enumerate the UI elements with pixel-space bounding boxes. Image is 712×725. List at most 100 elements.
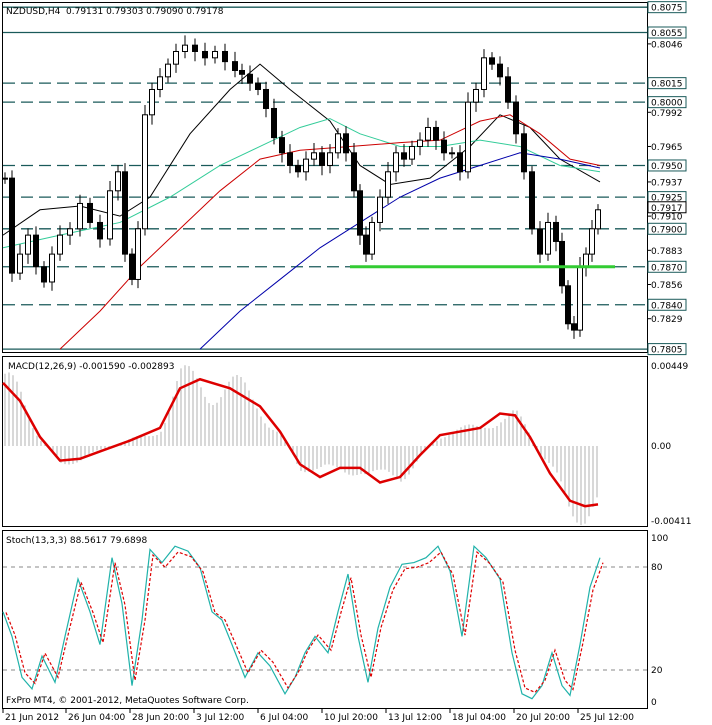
candle-body: [135, 228, 141, 280]
candle-body: [529, 171, 535, 230]
candle-body: [589, 228, 595, 255]
time-label: 26 Jun 04:00: [68, 713, 125, 723]
price-label: 0.8000: [651, 99, 683, 109]
candle-body: [409, 145, 415, 160]
price-label-box: [647, 77, 687, 90]
candle-body: [149, 88, 155, 116]
candle-body: [577, 266, 583, 331]
candle-body: [263, 88, 269, 109]
candle-body: [122, 171, 128, 255]
candle-body: [417, 139, 423, 147]
candle-body: [595, 209, 601, 230]
candle-body: [87, 202, 93, 223]
time-label: 6 Jul 04:00: [260, 713, 309, 723]
candle-body: [77, 202, 83, 230]
ma-red-line: [59, 114, 601, 350]
candle-body: [311, 152, 317, 160]
candle-body: [583, 253, 589, 268]
candle-body: [481, 57, 487, 90]
price-label: 0.8046: [651, 40, 683, 50]
candle-body: [489, 57, 495, 65]
ohlc-readout: 0.79131 0.79303 0.79090 0.79178: [66, 7, 224, 17]
price-label-box: [647, 96, 687, 109]
candle-body: [17, 253, 23, 274]
macd-signal-line: [2, 377, 599, 508]
price-label: 0.8055: [651, 29, 683, 39]
price-label: 0.7840: [651, 301, 683, 311]
stoch-pane[interactable]: [2, 530, 648, 709]
time-axis: 21 Jun 2012 26 Jun 04:00 28 Jun 20:00 3 Jul…: [2, 709, 634, 723]
candle-body: [239, 69, 245, 75]
price-label: 0.7829: [651, 315, 683, 325]
ma-blue-line: [199, 152, 601, 350]
candle-body: [401, 152, 407, 160]
price-label-box: [647, 260, 687, 273]
stoch-axis-80: 80: [651, 563, 663, 573]
candle-body: [465, 101, 471, 173]
macd-label: MACD(12,26,9) -0.001590 -0.002893: [8, 362, 174, 372]
candle-body: [473, 88, 479, 103]
price-label: 0.8075: [651, 4, 683, 14]
candle-body: [327, 152, 333, 166]
price-pane[interactable]: [2, 2, 648, 353]
price-label: 0.7856: [651, 281, 683, 291]
price-label: 0.7883: [651, 247, 683, 257]
candle-body: [41, 266, 47, 283]
candle-body: [449, 152, 455, 155]
candle-body: [545, 221, 551, 255]
price-level-lines: [3, 6, 647, 350]
stoch-axis-20: 20: [651, 666, 663, 676]
candle-body: [343, 133, 349, 154]
price-label: 0.7900: [651, 225, 683, 235]
time-label: 18 Jul 04:00: [452, 713, 506, 723]
candle-body: [182, 44, 188, 52]
candle-body: [67, 228, 73, 236]
price-label: 0.7910: [651, 213, 683, 223]
price-label: 0.7925: [651, 194, 683, 204]
candle-body: [165, 63, 171, 78]
candle-body: [319, 152, 325, 166]
candle-body: [559, 240, 565, 287]
candle-body: [192, 44, 198, 52]
candle-body: [97, 221, 103, 240]
moving-average-lines: [2, 63, 601, 350]
price-label-box: [647, 159, 687, 172]
price-label-box: [647, 298, 687, 311]
price-label-box: [647, 1, 687, 14]
candle-body: [232, 61, 238, 71]
candle-body: [247, 73, 253, 84]
candle-body: [565, 285, 571, 325]
macd-axis-zero: 0.00: [651, 442, 671, 452]
candle-body: [173, 50, 179, 65]
candle-body: [521, 133, 527, 173]
price-label-box: [647, 222, 687, 235]
candle-body: [377, 196, 383, 223]
candle-body: [553, 221, 559, 242]
price-label-box: [647, 201, 687, 214]
macd-pane[interactable]: [2, 356, 648, 527]
candle-body: [142, 114, 148, 230]
price-label: 0.7950: [651, 162, 683, 172]
time-label: 25 Jul 12:00: [580, 713, 634, 723]
copyright-text: FxPro MT4, © 2001-2012, MetaQuotes Softw…: [6, 696, 249, 706]
candle-body: [212, 50, 218, 59]
stoch-main-line: [2, 544, 601, 700]
candle-body: [433, 126, 439, 141]
candle-body: [57, 234, 63, 255]
candle-body: [425, 126, 431, 141]
candle-body: [9, 177, 15, 274]
candle-body: [513, 101, 519, 135]
candle-body: [107, 190, 113, 240]
price-label: 0.7965: [651, 143, 683, 153]
candle-body: [571, 323, 577, 331]
candle-body: [497, 63, 503, 78]
stoch-axis-0: 0: [651, 698, 657, 708]
ma-fast-line: [2, 63, 601, 236]
price-label: 0.8015: [651, 80, 683, 90]
candle-body: [393, 152, 399, 173]
time-label: 3 Jul 12:00: [196, 713, 245, 723]
time-label: 10 Jul 20:00: [324, 713, 378, 723]
price-label-box: [647, 343, 687, 356]
